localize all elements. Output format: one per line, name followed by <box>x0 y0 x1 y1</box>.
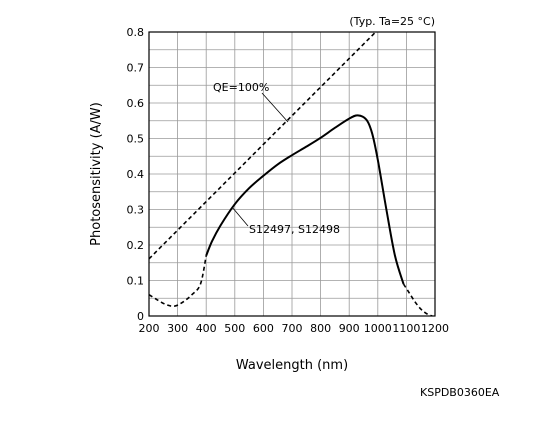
qe-100-line <box>149 32 377 260</box>
qe-series-label: QE=100% <box>213 81 269 94</box>
grid <box>148 31 436 317</box>
x-tick-label: 300 <box>167 322 188 335</box>
y-tick-label: 0.1 <box>127 275 145 288</box>
x-tick-label: 500 <box>224 322 245 335</box>
condition-note: (Typ. Ta=25 °C) <box>349 15 435 28</box>
x-tick-label: 1200 <box>421 322 449 335</box>
x-tick-label: 400 <box>196 322 217 335</box>
device-curve-short-extension <box>149 255 207 307</box>
x-tick-label: 200 <box>139 322 160 335</box>
y-tick-label: 0.4 <box>127 168 145 181</box>
qe-label-leader <box>261 92 289 123</box>
x-tick-label: 900 <box>339 322 360 335</box>
x-axis-title: Wavelength (nm) <box>236 358 348 373</box>
device-curve-long-extension <box>402 283 433 316</box>
y-tick-label: 0.3 <box>127 204 145 217</box>
y-tick-label: 0.8 <box>127 26 145 39</box>
y-tick-label: 0.2 <box>127 239 145 252</box>
y-tick-label: 0 <box>137 310 144 323</box>
y-tick-label: 0.7 <box>127 62 145 75</box>
x-tick-label: 700 <box>282 322 303 335</box>
y-axis-title: Photosensitivity (A/W) <box>89 102 104 246</box>
device-label-leader <box>231 206 249 227</box>
x-tick-label: 800 <box>310 322 331 335</box>
x-tick-label: 1100 <box>392 322 420 335</box>
x-tick-label: 600 <box>253 322 274 335</box>
device-photosensitivity-curve <box>205 114 405 285</box>
plot-frame <box>148 31 436 317</box>
y-tick-label: 0.6 <box>127 97 145 110</box>
x-tick-label: 1000 <box>364 322 392 335</box>
tick-labels: 200 300 400 500 600 700 800 900 1000 1100 1200 0 0.1… <box>127 26 450 335</box>
series-layer <box>149 32 433 316</box>
device-series-label: S12497, S12498 <box>249 223 340 236</box>
y-tick-label: 0.5 <box>127 133 145 146</box>
document-code: KSPDB0360EA <box>420 386 500 399</box>
